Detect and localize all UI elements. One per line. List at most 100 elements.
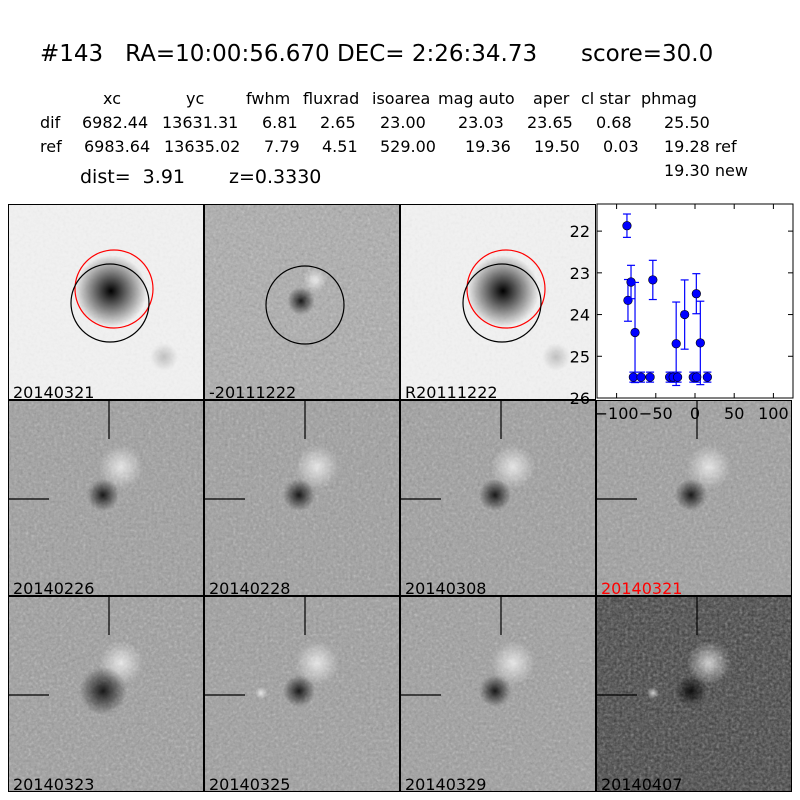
data-point-11 [636,371,646,383]
image-cutout-9: 20140325 [204,596,400,792]
data-marker [692,372,702,382]
transient-blob [675,479,707,511]
data-marker [622,221,632,231]
ref-mag-auto: 19.36 [465,137,511,156]
dif-phmag: 25.50 [664,113,710,132]
cutout-date-label: 20140228 [209,579,291,596]
row-label-dif: dif [40,113,61,132]
data-marker [628,372,638,382]
image-cutout-10: 20140329 [400,596,596,792]
cutout-date-label: 20140325 [209,775,291,792]
col-header-mag-auto: mag auto [438,89,515,108]
col-header-yc: yc [186,89,205,108]
data-point-9 [695,300,705,386]
cutout-image [9,401,203,595]
ref-cl-star: 0.03 [603,137,639,156]
candidate-title: #143 RA=10:00:56.670 DEC= 2:26:34.73 sco… [40,41,714,67]
cutout-date-label: 20140321 [601,579,683,596]
data-point-10 [628,371,638,383]
dif-fluxrad: 2.65 [320,113,356,132]
transient-blob [479,479,511,511]
cutout-image [9,205,203,399]
cutout-date-label: R20111222 [405,383,498,400]
data-marker [680,309,690,320]
ref-fluxrad: 4.51 [322,137,358,156]
black-aperture-circle [70,263,150,343]
ref-xc: 6983.64 [84,137,151,156]
y-tick-label: 25 [570,347,590,366]
data-marker [695,338,705,348]
image-cutout-5: 20140228 [204,400,400,596]
col-header-aper: aper [533,89,570,108]
cutout-date-label: 20140323 [13,775,95,792]
ref-isoarea: 529.00 [380,137,436,156]
ref-aper: 19.50 [534,137,580,156]
ref-fwhm: 7.79 [264,137,300,156]
data-marker [672,372,683,382]
image-cutout-8: 20140323 [8,596,204,792]
cutout-image [597,401,791,595]
redshift-value: z=0.3330 [229,166,322,188]
data-marker [648,275,658,285]
dif-xc: 6982.44 [82,113,149,132]
cutout-date-label: 20140329 [405,775,487,792]
data-marker [636,372,646,382]
y-tick-label: 26 [570,389,590,408]
transient-blob [283,479,315,511]
residual-blob [287,287,315,315]
galaxy-blob [75,255,147,327]
x-tick-label: 50 [724,404,744,423]
transient-blob [79,667,127,715]
cutout-image [205,205,399,399]
data-point-18 [702,371,712,383]
image-cutout-6: 20140308 [400,400,596,596]
y-tick-label: 23 [570,264,590,283]
x-tick-label: −100 [595,404,639,423]
data-point-12 [645,371,655,383]
image-cutout-4: 20140226 [8,400,204,596]
cutout-image [205,401,399,595]
cutout-image [597,597,791,791]
data-point-15 [672,371,683,383]
cutout-image [401,597,595,791]
dist-value: dist= 3.91 [80,166,185,188]
cutout-image [401,205,595,399]
x-tick-label: 0 [690,404,700,423]
cutout-date-label: 20140407 [601,775,683,792]
data-point-4 [630,281,640,384]
y-tick-label: 22 [570,222,590,241]
dif-fwhm: 6.81 [262,113,298,132]
galaxy-blob [467,255,539,327]
data-marker [671,339,681,349]
cutout-date-label: 20140226 [13,579,95,596]
col-header-xc: xc [103,89,121,108]
cutout-date-label: -20111222 [209,383,297,400]
col-header-cl-star: cl star [581,89,631,108]
transient-blob [675,675,707,707]
col-header-fluxrad: fluxrad [303,89,360,108]
col-header-isoarea: isoarea [372,89,431,108]
red-aperture-circle [466,249,546,329]
transient-blob [87,479,119,511]
data-marker [691,289,701,299]
data-point-1 [622,213,632,238]
transient-blob [479,675,511,707]
transient-blob [283,675,315,707]
dif-aper: 23.65 [527,113,573,132]
data-point-8 [691,273,701,315]
data-point-7 [680,279,690,350]
x-tick-label: 100 [758,404,789,423]
image-cutout-11: 20140407 [596,596,792,792]
col-header-phmag: phmag [641,89,697,108]
data-point-17 [692,371,702,383]
x-tick-label: −50 [639,404,673,423]
image-cutout-1: 20140321 [8,204,204,400]
data-marker [630,327,640,338]
cutout-date-label: 20140308 [405,579,487,596]
data-marker [645,372,655,382]
image-cutout-3: R20111222 [400,204,596,400]
ref-phmag: 19.28 ref [664,137,737,156]
cutout-image [9,597,203,791]
row-label-ref: ref [40,137,62,156]
